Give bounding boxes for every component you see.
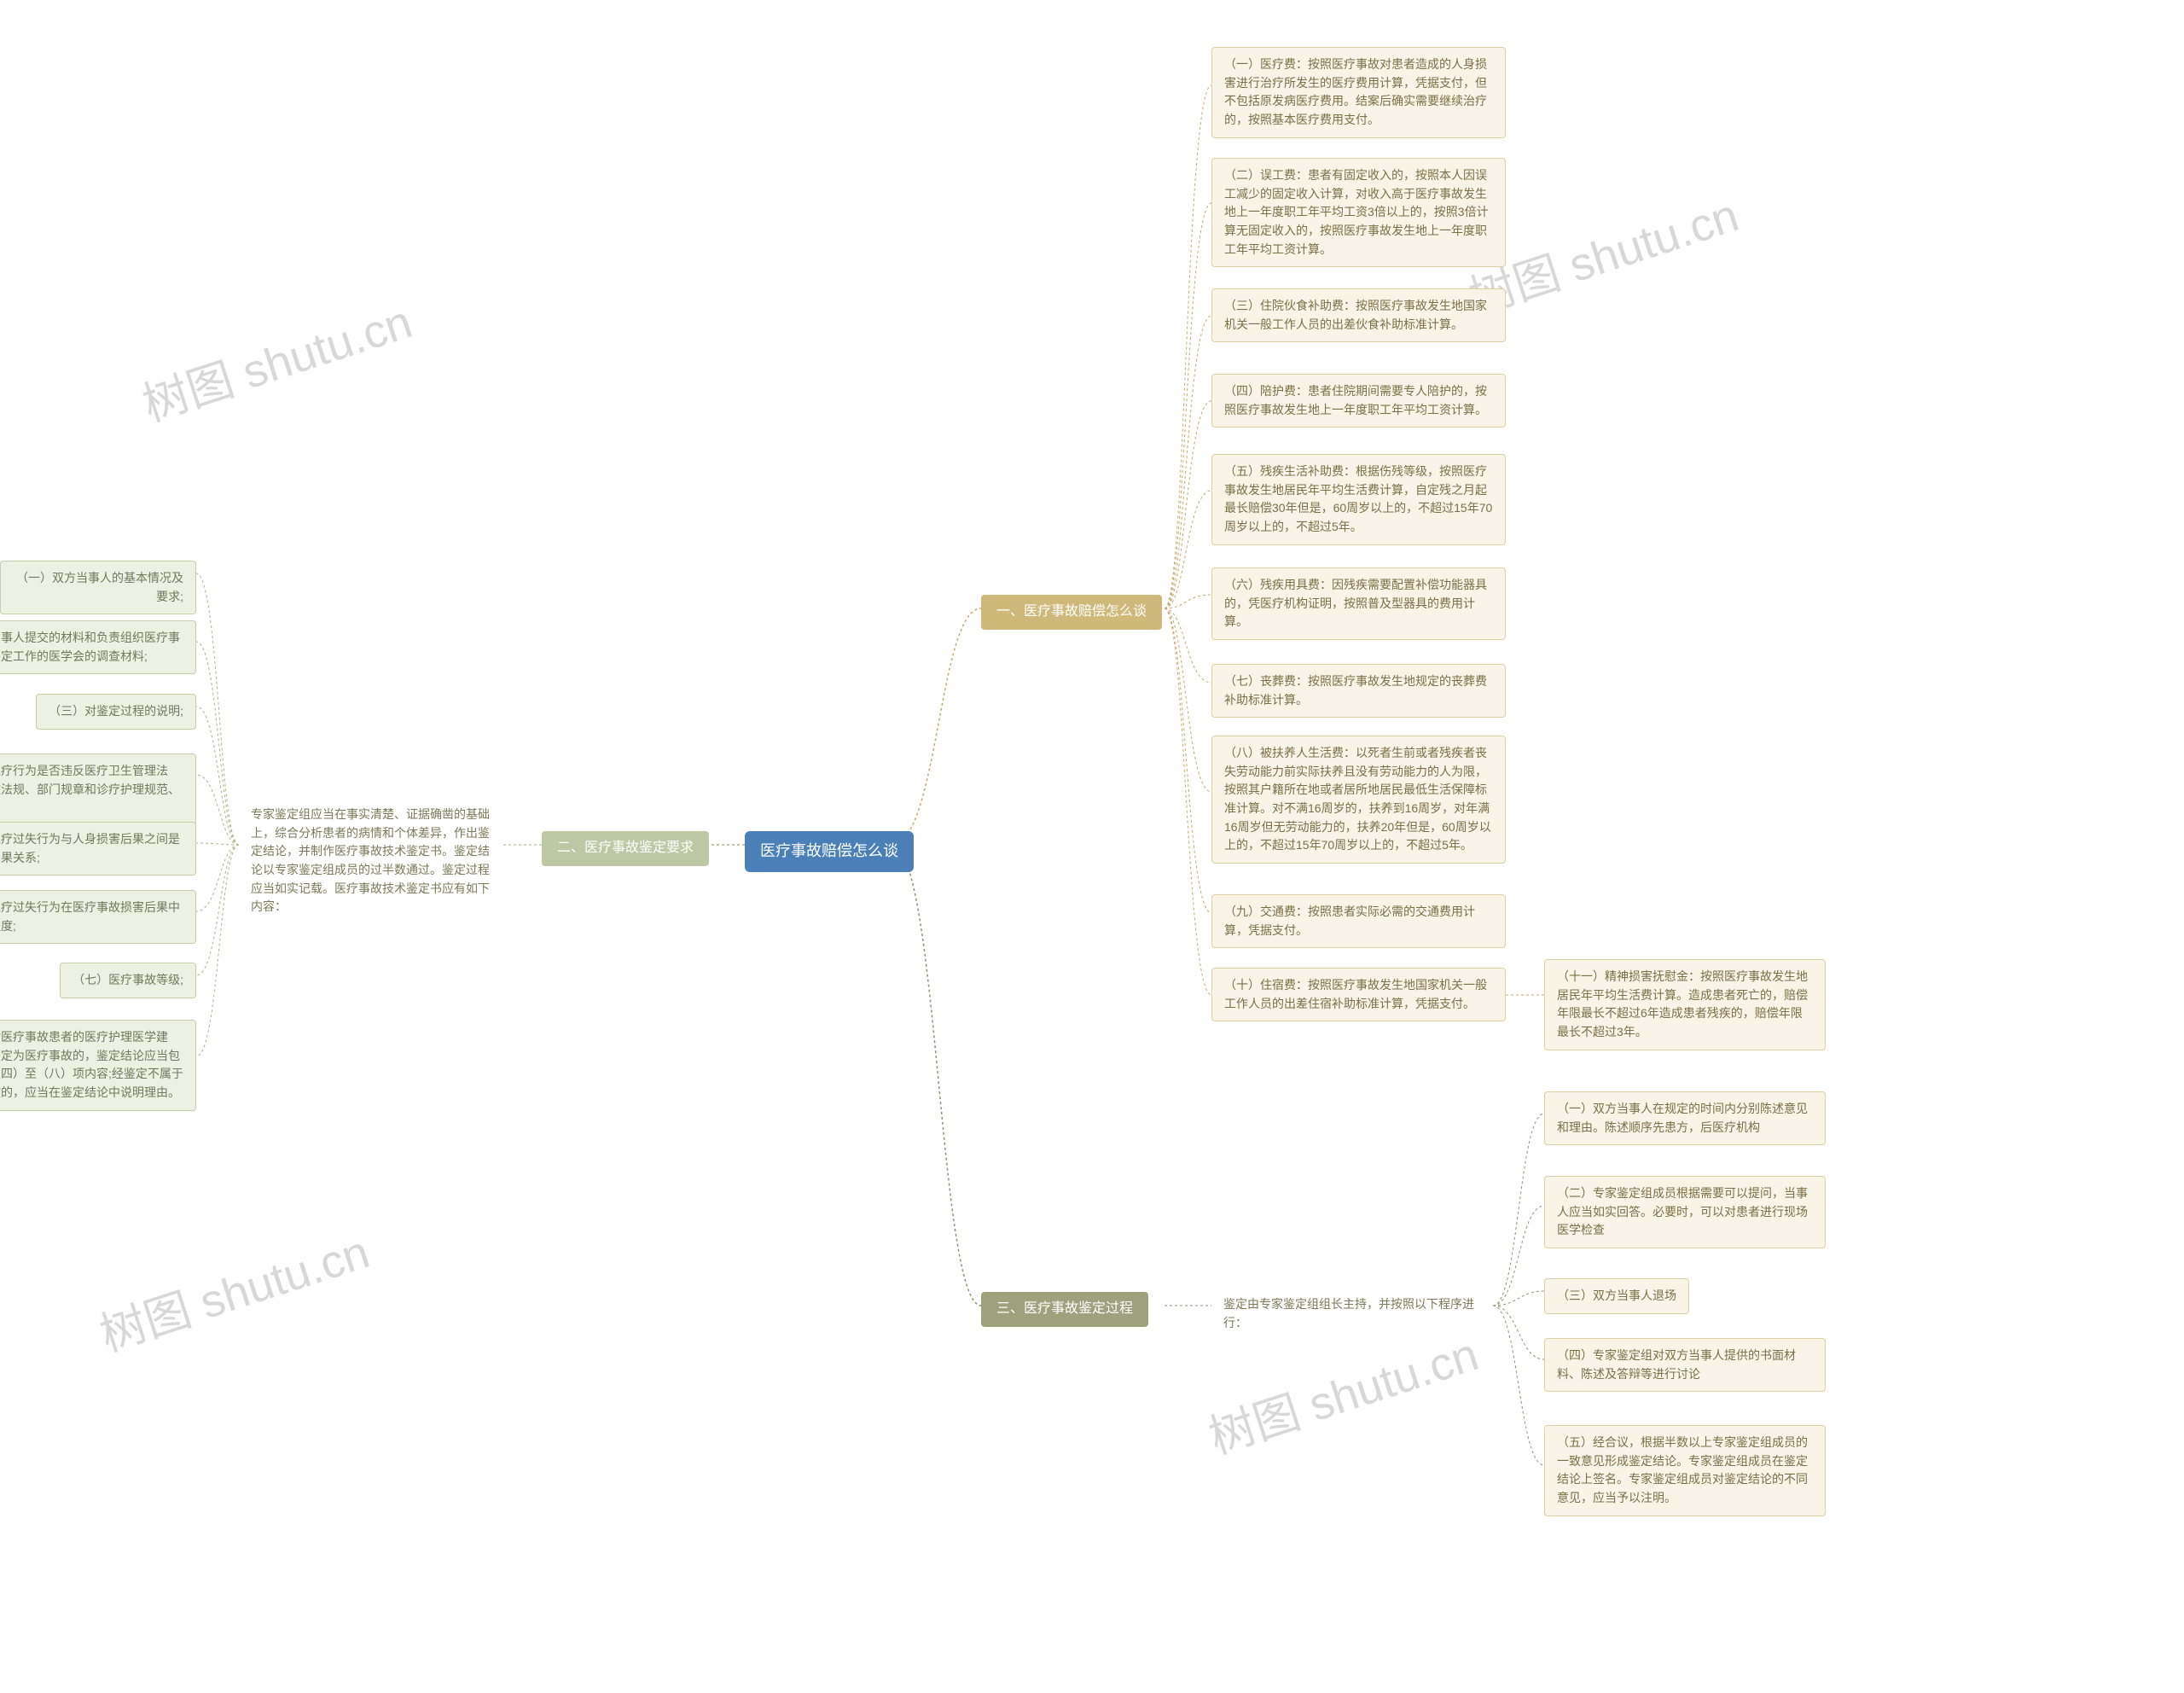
branch2-item-7: （七）医疗事故等级; xyxy=(60,963,196,998)
watermark: 树图 shutu.cn xyxy=(133,284,420,434)
branch1-extra: （十一）精神损害抚慰金：按照医疗事故发生地居民年平均生活费计算。造成患者死亡的，… xyxy=(1544,959,1826,1050)
branch1-title[interactable]: 一、医疗事故赔偿怎么谈 xyxy=(981,595,1162,630)
branch3-item-1: （一）双方当事人在规定的时间内分别陈述意见和理由。陈述顺序先患方，后医疗机构 xyxy=(1544,1091,1826,1145)
branch2-item-5: （五）医疗过失行为与人身损害后果之间是否存在因果关系; xyxy=(0,822,196,876)
branch1-item-2: （二）误工费：患者有固定收入的，按照本人因误工减少的固定收入计算，对收入高于医疗… xyxy=(1211,158,1506,267)
branch2-item-6: （六）医疗过失行为在医疗事故损害后果中的责任程度; xyxy=(0,890,196,944)
branch2-title[interactable]: 二、医疗事故鉴定要求 xyxy=(542,831,709,866)
branch1-item-6: （六）残疾用具费：因残疾需要配置补偿功能器具的，凭医疗机构证明，按照普及型器具的… xyxy=(1211,567,1506,640)
branch1-item-4: （四）陪护费：患者住院期间需要专人陪护的，按照医疗事故发生地上一年度职工年平均工… xyxy=(1211,374,1506,428)
branch2-item-4: （四）医疗行为是否违反医疗卫生管理法律、行政法规、部门规章和诊疗护理规范、常规; xyxy=(0,753,196,826)
branch3-intro: 鉴定由专家鉴定组组长主持，并按照以下程序进行： xyxy=(1211,1288,1493,1340)
branch1-item-8: （八）被扶养人生活费：以死者生前或者残疾者丧失劳动能力前实际扶养且没有劳动能力的… xyxy=(1211,736,1506,864)
branch1-item-3: （三）住院伙食补助费：按照医疗事故发生地国家机关一般工作人员的出差伙食补助标准计… xyxy=(1211,288,1506,342)
watermark: 树图 shutu.cn xyxy=(90,1214,377,1364)
root-node[interactable]: 医疗事故赔偿怎么谈 xyxy=(745,831,914,872)
branch1-item-1: （一）医疗费：按照医疗事故对患者造成的人身损害进行治疗所发生的医疗费用计算，凭据… xyxy=(1211,47,1506,138)
branch3-title[interactable]: 三、医疗事故鉴定过程 xyxy=(981,1292,1148,1327)
branch1-item-5: （五）残疾生活补助费：根据伤残等级，按照医疗事故发生地居民年平均生活费计算，自定… xyxy=(1211,454,1506,545)
branch1-item-10: （十）住宿费：按照医疗事故发生地国家机关一般工作人员的出差住宿补助标准计算，凭据… xyxy=(1211,968,1506,1021)
branch2-intro: 专家鉴定组应当在事实清楚、证据确凿的基础上，综合分析患者的病情和个体差异，作出鉴… xyxy=(239,798,503,924)
branch3-item-4: （四）专家鉴定组对双方当事人提供的书面材料、陈述及答辩等进行讨论 xyxy=(1544,1338,1826,1392)
branch2-item-1: （一）双方当事人的基本情况及要求; xyxy=(0,561,196,614)
branch3-item-2: （二）专家鉴定组成员根据需要可以提问，当事人应当如实回答。必要时，可以对患者进行… xyxy=(1544,1176,1826,1248)
mindmap-canvas: 树图 shutu.cn 树图 shutu.cn 树图 shutu.cn 树图 s… xyxy=(0,0,2184,1693)
branch1-item-9: （九）交通费：按照患者实际必需的交通费用计算，凭据支付。 xyxy=(1211,894,1506,948)
branch3-item-5: （五）经合议，根据半数以上专家鉴定组成员的一致意见形成鉴定结论。专家鉴定组成员在… xyxy=(1544,1425,1826,1516)
branch3-item-3: （三）双方当事人退场 xyxy=(1544,1278,1689,1314)
branch2-item-8: （八）对医疗事故患者的医疗护理医学建议。经鉴定为医疗事故的，鉴定结论应当包括上款… xyxy=(0,1020,196,1111)
branch1-item-7: （七）丧葬费：按照医疗事故发生地规定的丧葬费补助标准计算。 xyxy=(1211,664,1506,718)
branch2-item-2: （二）当事人提交的材料和负责组织医疗事故技术鉴定工作的医学会的调查材料; xyxy=(0,620,196,674)
branch2-item-3: （三）对鉴定过程的说明; xyxy=(36,694,196,730)
